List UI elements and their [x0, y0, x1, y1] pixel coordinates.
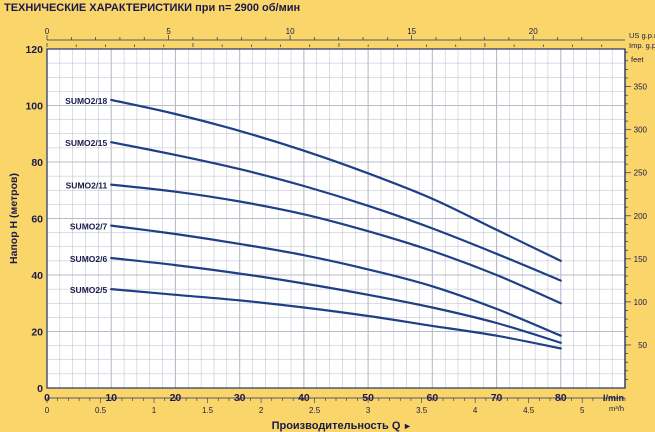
feet-tick-label: 100: [634, 298, 648, 307]
m3h-tick-label: 1.5: [202, 406, 214, 415]
y-tick-label: 60: [31, 214, 43, 226]
y-tick-label: 80: [31, 157, 43, 169]
x-axis-arrow: ►: [403, 421, 412, 431]
chart-title: ТЕХНИЧЕСКИЕ ХАРАКТЕРИСТИКИ при n= 2900 о…: [4, 2, 301, 14]
feet-tick-label: 200: [634, 212, 648, 221]
curve-label: SUMO2/11: [66, 181, 108, 191]
us-gpm-tick-label: 10: [286, 27, 295, 36]
m3h-tick-label: 5: [580, 406, 585, 415]
m3h-tick-label: 1: [152, 406, 157, 415]
curve-sumo2-6: [110, 256, 562, 344]
y-tick-label: 0: [37, 383, 43, 395]
y-tick-label: 40: [31, 270, 43, 282]
imp-gpm-unit: Imp. g.p.m.: [629, 41, 655, 50]
curve-label: SUMO2/15: [65, 138, 107, 148]
curve-label: SUMO2/6: [70, 254, 108, 264]
y-tick-label: 100: [25, 101, 43, 113]
m3h-tick-label: 2: [259, 406, 264, 415]
curve-sumo2-15: [110, 141, 562, 282]
us-gpm-tick-label: 15: [407, 27, 416, 36]
curve-label: SUMO2/7: [70, 222, 108, 232]
us-gpm-tick-label: 5: [166, 27, 171, 36]
m3h-tick-label: 4.5: [523, 406, 535, 415]
m3h-tick-label: 0: [45, 406, 50, 415]
m3h-tick-label: 3: [366, 406, 371, 415]
us-gpm-unit: US g.p.m.: [629, 31, 655, 40]
feet-tick-label: 300: [634, 126, 648, 135]
feet-tick-label: 50: [638, 341, 647, 350]
us-gpm-tick-label: 20: [529, 27, 538, 36]
curve-sumo2-5: [110, 288, 562, 350]
feet-tick-label: 150: [634, 255, 648, 264]
us-gpm-tick-label: 0: [45, 27, 50, 36]
m3h-tick-label: 4: [473, 406, 478, 415]
m3h-tick-label: 2.5: [309, 406, 321, 415]
curve-sumo2-18: [110, 98, 562, 262]
curve-label: SUMO2/18: [65, 96, 107, 106]
feet-tick-label: 250: [634, 169, 648, 178]
m3h-tick-label: 3.5: [416, 406, 428, 415]
curve-sumo2-11: [110, 183, 562, 305]
curve-sumo2-7: [110, 224, 562, 337]
y-tick-label: 20: [31, 327, 43, 339]
x-axis-label: Производительность Q: [272, 420, 401, 432]
curve-label: SUMO2/5: [70, 285, 108, 295]
m3h-tick-label: 0.5: [95, 406, 107, 415]
feet-unit: feet: [631, 55, 644, 64]
feet-tick-label: 350: [634, 83, 648, 92]
y-axis-label: Напор H (метров): [8, 173, 20, 264]
y-tick-label: 120: [25, 44, 43, 56]
m3h-unit: m³/h: [609, 404, 624, 413]
